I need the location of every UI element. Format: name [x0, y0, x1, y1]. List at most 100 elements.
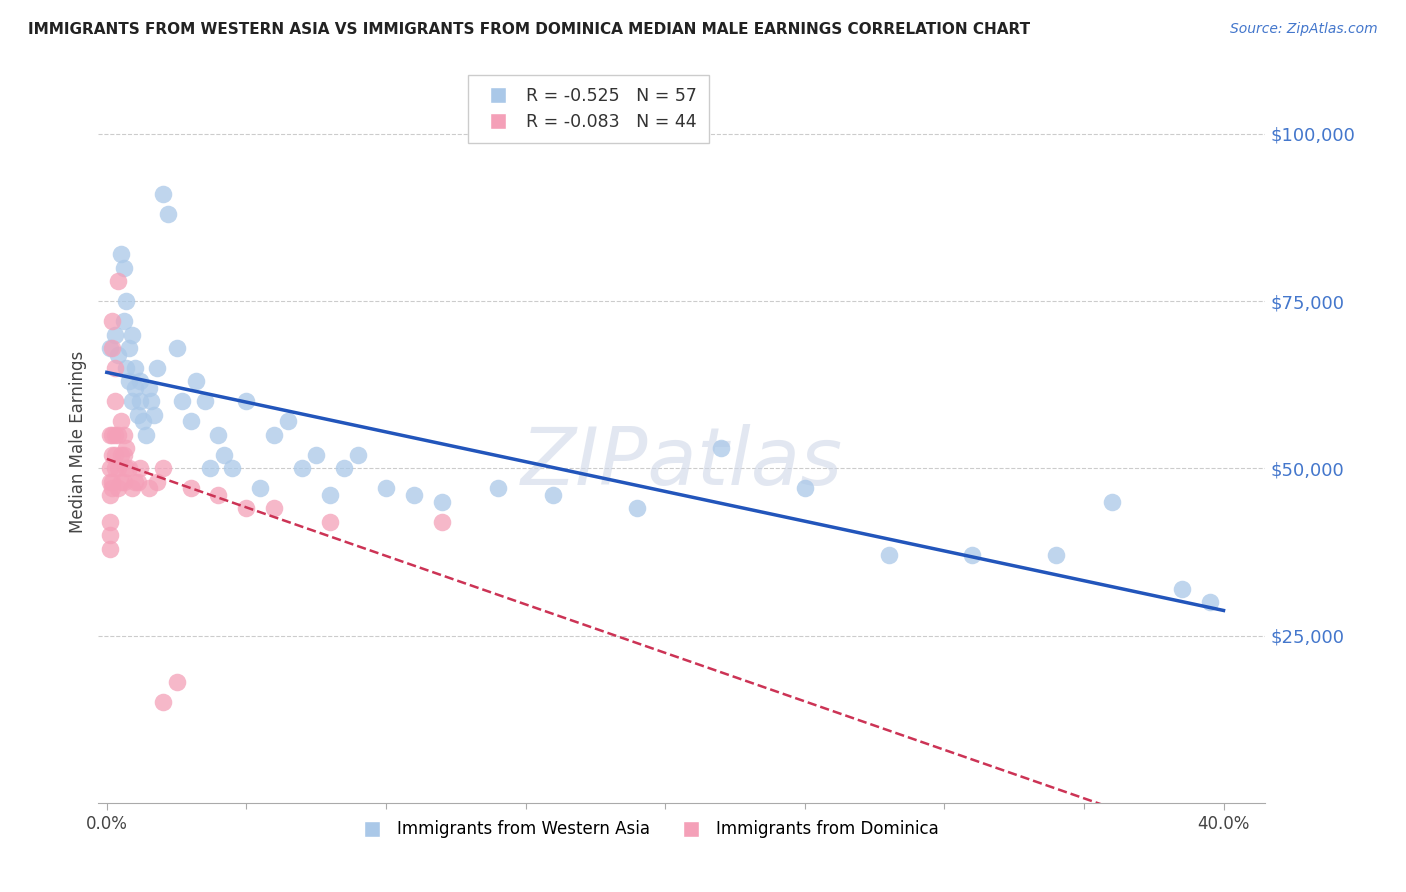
Point — [1198, 595, 1220, 609]
Point — [127, 475, 149, 489]
Point — [184, 375, 207, 389]
Point — [107, 461, 129, 475]
Point — [305, 448, 328, 462]
Point — [104, 361, 127, 376]
Point — [115, 441, 138, 455]
Point — [98, 541, 121, 556]
Point — [180, 414, 202, 428]
Point — [710, 441, 733, 455]
Point — [235, 394, 257, 409]
Point — [291, 461, 314, 475]
Point — [121, 327, 143, 342]
Point — [118, 341, 141, 355]
Text: Source: ZipAtlas.com: Source: ZipAtlas.com — [1230, 22, 1378, 37]
Y-axis label: Median Male Earnings: Median Male Earnings — [69, 351, 87, 533]
Point — [104, 448, 127, 462]
Point — [112, 260, 135, 275]
Point — [107, 274, 129, 288]
Point — [127, 408, 149, 422]
Point — [375, 482, 398, 496]
Point — [118, 375, 141, 389]
Point — [112, 427, 135, 442]
Point — [98, 461, 121, 475]
Text: ZIPatlas: ZIPatlas — [520, 425, 844, 502]
Point — [115, 293, 138, 308]
Legend: Immigrants from Western Asia, Immigrants from Dominica: Immigrants from Western Asia, Immigrants… — [349, 814, 946, 845]
Point — [263, 501, 285, 516]
Point — [207, 488, 229, 502]
Point — [124, 381, 146, 395]
Point — [138, 482, 160, 496]
Point — [319, 515, 342, 529]
Point — [1170, 582, 1192, 596]
Point — [152, 187, 174, 202]
Point — [793, 482, 815, 496]
Point — [129, 461, 152, 475]
Point — [107, 348, 129, 362]
Point — [98, 528, 121, 542]
Point — [110, 247, 132, 261]
Point — [107, 427, 129, 442]
Point — [146, 361, 169, 376]
Point — [110, 414, 132, 428]
Point — [104, 327, 127, 342]
Point — [430, 515, 453, 529]
Point — [207, 427, 229, 442]
Point — [1101, 494, 1123, 508]
Point — [193, 394, 215, 409]
Point — [104, 394, 127, 409]
Point — [402, 488, 425, 502]
Point — [486, 482, 509, 496]
Point — [98, 341, 121, 355]
Point — [107, 482, 129, 496]
Point — [98, 427, 121, 442]
Point — [333, 461, 356, 475]
Point — [152, 696, 174, 710]
Point — [543, 488, 565, 502]
Point — [626, 501, 648, 516]
Point — [124, 475, 146, 489]
Point — [104, 461, 127, 475]
Point — [101, 475, 124, 489]
Point — [172, 394, 194, 409]
Point — [347, 448, 370, 462]
Point — [277, 414, 299, 428]
Point — [101, 341, 124, 355]
Point — [121, 394, 143, 409]
Point — [138, 381, 160, 395]
Point — [166, 341, 188, 355]
Point — [129, 394, 152, 409]
Point — [101, 448, 124, 462]
Point — [212, 448, 235, 462]
Point — [112, 475, 135, 489]
Point — [115, 361, 138, 376]
Point — [110, 475, 132, 489]
Point — [104, 427, 127, 442]
Point — [124, 361, 146, 376]
Point — [152, 461, 174, 475]
Point — [121, 482, 143, 496]
Point — [430, 494, 453, 508]
Point — [877, 548, 900, 563]
Point — [101, 427, 124, 442]
Point — [112, 448, 135, 462]
Point — [101, 482, 124, 496]
Point — [98, 515, 121, 529]
Point — [101, 314, 124, 328]
Point — [141, 394, 163, 409]
Point — [221, 461, 243, 475]
Point — [1045, 548, 1067, 563]
Point — [110, 448, 132, 462]
Point — [135, 427, 157, 442]
Point — [198, 461, 221, 475]
Point — [98, 475, 121, 489]
Point — [235, 501, 257, 516]
Text: IMMIGRANTS FROM WESTERN ASIA VS IMMIGRANTS FROM DOMINICA MEDIAN MALE EARNINGS CO: IMMIGRANTS FROM WESTERN ASIA VS IMMIGRAN… — [28, 22, 1031, 37]
Point — [319, 488, 342, 502]
Point — [132, 414, 155, 428]
Point — [115, 461, 138, 475]
Point — [146, 475, 169, 489]
Point — [98, 488, 121, 502]
Point — [249, 482, 271, 496]
Point — [157, 207, 180, 221]
